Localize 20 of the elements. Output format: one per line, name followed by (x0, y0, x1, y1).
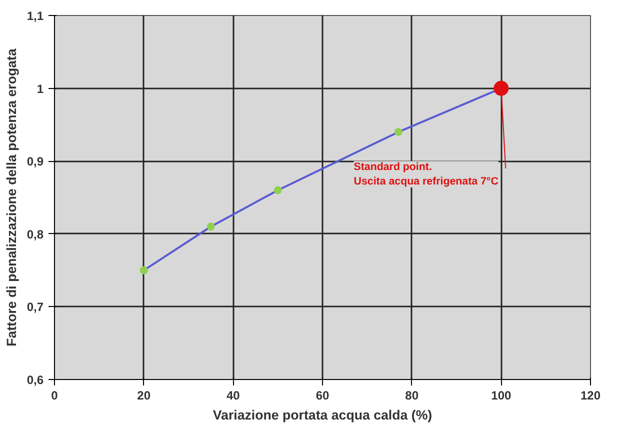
y-tick-label: 0,6 (26, 373, 44, 387)
x-tick-label: 80 (405, 388, 419, 402)
y-tick-label: 1,1 (26, 9, 44, 23)
point (206, 222, 215, 231)
y-axis-title: Fattore di penalizzazione della potenza erogata (4, 48, 19, 346)
point (274, 186, 282, 194)
y-tick-label: 0,7 (26, 300, 44, 314)
x-tick-label: 0 (51, 388, 58, 402)
point (140, 266, 148, 274)
x-tick-label: 100 (491, 388, 512, 402)
y-tick-label: 0,9 (26, 154, 44, 169)
x-axis-title: Variazione portata acqua calda (%) (212, 408, 432, 422)
x-tick-label: 120 (580, 388, 601, 402)
x-tick-label: 60 (316, 388, 330, 402)
x-tick-label: 20 (137, 388, 151, 402)
y-tick-label: 0,8 (26, 227, 44, 242)
annotation: Standard point. Uscita acqua refrigenata 7°C (354, 161, 499, 188)
x-tick-label: 40 (226, 388, 240, 402)
point (394, 128, 402, 136)
y-tick-label: 1 (36, 82, 44, 96)
